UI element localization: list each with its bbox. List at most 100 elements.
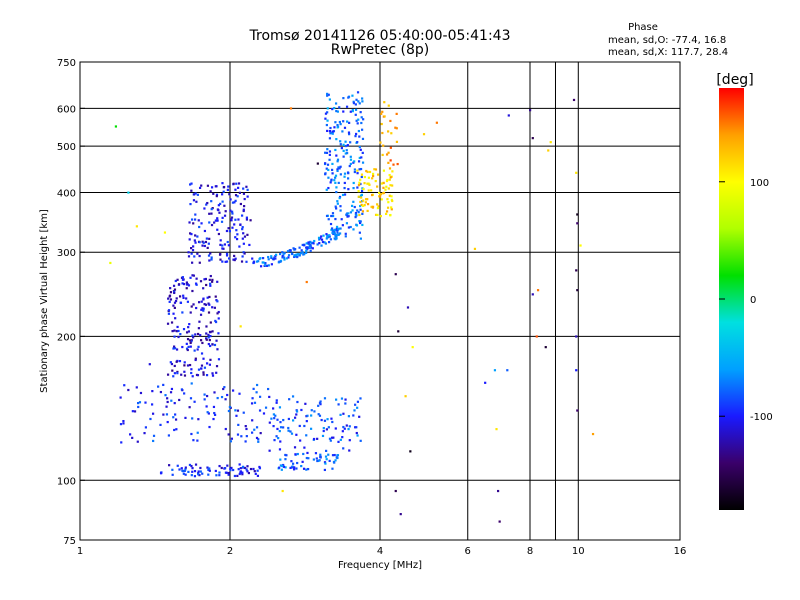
data-point [346,212,349,215]
data-point [210,200,213,203]
data-point [257,440,260,443]
data-point [360,196,363,199]
data-point [331,231,334,234]
data-point [336,126,339,129]
data-point [343,175,346,178]
data-point [378,195,382,198]
data-point [189,311,192,314]
data-point [191,375,194,378]
data-point [144,426,147,429]
data-point [177,335,180,339]
data-point [215,339,218,342]
data-point [173,291,176,295]
data-point [347,427,350,431]
data-point [193,400,196,403]
data-point [305,434,308,437]
data-point [270,256,273,259]
data-point [295,409,298,412]
data-point [389,213,392,217]
data-point [175,428,178,431]
data-point [205,374,209,377]
data-point [330,417,333,420]
data-point [209,190,212,193]
data-point [319,456,322,459]
data-point [262,261,265,264]
data-point [295,253,298,256]
data-point [531,137,534,140]
data-point [202,287,205,290]
data-point [287,256,290,259]
data-point [175,360,178,363]
data-point [340,397,344,400]
data-point [343,193,347,196]
data-point [219,243,222,246]
data-point [226,240,229,244]
data-point [193,193,196,196]
data-point [183,392,186,395]
data-point [196,193,199,196]
data-point [302,253,305,256]
x-tick-label: 8 [527,546,533,557]
data-point [136,440,139,443]
data-point [135,225,138,228]
data-point [208,469,211,472]
data-point [203,278,206,281]
data-point [215,371,218,374]
data-point [360,121,363,125]
data-point [184,466,187,469]
data-point [317,459,320,462]
data-point [214,185,217,188]
data-point [331,130,334,133]
data-point [334,205,337,208]
data-point [229,440,233,443]
data-point [235,182,238,185]
data-point [309,240,312,243]
data-point [197,327,200,330]
data-point [190,340,193,343]
data-point [493,369,497,372]
data-point [241,255,244,258]
data-point [237,186,240,189]
data-point [498,520,501,523]
x-axis-label: Frequency [MHz] [338,560,422,571]
data-point [335,190,338,194]
data-point [343,181,346,185]
data-point [495,428,498,431]
data-point [251,257,254,260]
data-point [344,402,347,405]
data-point [324,117,327,120]
data-point [210,256,213,259]
data-point [353,205,356,209]
data-point [176,278,179,281]
data-point [303,446,306,449]
x-tick-label: 10 [572,546,585,557]
data-point [197,418,200,421]
data-point [228,230,232,233]
data-point [388,173,391,177]
data-point [324,112,328,115]
data-point [544,346,547,349]
data-point [246,465,249,468]
data-point [576,213,579,216]
data-point [318,242,321,245]
data-point [243,205,246,208]
data-point [138,401,142,404]
data-point [199,334,202,337]
data-point [238,245,241,248]
data-point [337,440,340,443]
data-point [310,241,313,245]
data-point [216,280,219,283]
data-point [399,513,402,516]
data-point [245,427,248,431]
data-point [241,237,244,240]
data-point [212,417,215,421]
data-point [327,168,330,172]
data-point [199,280,203,283]
data-point [320,244,323,247]
data-point [202,241,205,244]
data-point [167,309,171,312]
data-point [388,178,391,181]
data-point [348,133,351,136]
data-point [326,148,329,151]
data-point [330,178,333,181]
